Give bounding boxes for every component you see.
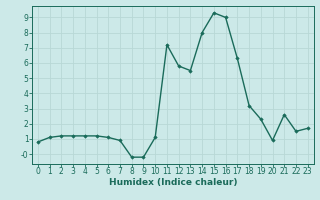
X-axis label: Humidex (Indice chaleur): Humidex (Indice chaleur) <box>108 178 237 187</box>
